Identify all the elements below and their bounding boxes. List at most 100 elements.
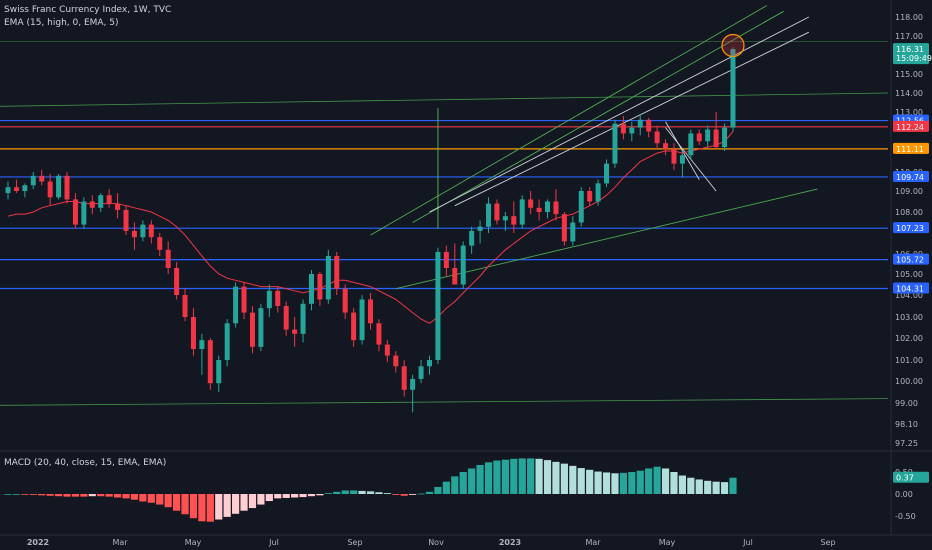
x-tick-label: Mar xyxy=(112,538,128,547)
candle-body xyxy=(376,323,382,345)
macd-bar xyxy=(527,458,535,494)
macd-bar xyxy=(71,494,80,497)
macd-bar xyxy=(232,494,240,514)
x-tick-label: 2022 xyxy=(27,538,49,547)
macd-bar xyxy=(602,472,611,494)
macd-bar xyxy=(130,494,139,500)
candle-body xyxy=(679,155,685,164)
candle-body xyxy=(182,295,188,317)
candle-body xyxy=(401,366,407,390)
candle-body xyxy=(224,323,230,360)
candle-body xyxy=(98,195,104,208)
macd-bar xyxy=(366,491,375,494)
macd-bar xyxy=(341,490,349,494)
macd-bar xyxy=(206,494,214,522)
countdown-label: 15:09:49 xyxy=(896,54,932,63)
macd-bar xyxy=(375,492,383,494)
macd-bar xyxy=(80,494,88,497)
support-line-1 xyxy=(0,398,889,406)
candle-body xyxy=(47,181,53,198)
macd-bar xyxy=(577,468,585,494)
trend-line-3 xyxy=(429,16,810,213)
macd-bar xyxy=(611,473,619,494)
y-tick-label: 117.00 xyxy=(895,32,923,41)
macd-bar xyxy=(198,494,206,522)
highlight-circle xyxy=(721,33,745,58)
candle-body xyxy=(72,199,78,225)
candle-body xyxy=(56,175,62,198)
last-price-label: 116.31 xyxy=(896,45,924,54)
candle-body xyxy=(528,199,534,208)
macd-bar xyxy=(383,493,391,494)
candle-body xyxy=(477,226,483,231)
candle-body xyxy=(199,340,205,349)
y-tick-label: 102.00 xyxy=(895,334,923,343)
candle-body xyxy=(671,149,677,164)
candle-body xyxy=(663,143,669,150)
candle-body xyxy=(325,256,331,300)
macd-bar xyxy=(425,491,434,494)
macd-bar xyxy=(569,465,577,494)
y-tick-label: 100.00 xyxy=(895,377,923,386)
candle-body xyxy=(115,203,121,210)
candle-body xyxy=(511,216,517,225)
macd-bar xyxy=(493,460,501,494)
level-tag xyxy=(893,142,929,154)
macd-bar xyxy=(552,461,560,494)
candle-body xyxy=(578,191,584,223)
candle-body xyxy=(207,340,213,384)
macd-bar xyxy=(156,494,164,505)
candle-body xyxy=(536,207,542,212)
macd-bar xyxy=(316,494,324,496)
macd-bar xyxy=(248,494,257,509)
candle-body xyxy=(435,251,441,360)
candle-body xyxy=(30,175,36,186)
candle-body xyxy=(713,129,719,148)
x-tick-label: May xyxy=(185,538,202,547)
macd-bar xyxy=(501,459,509,494)
x-tick-label: Sep xyxy=(820,538,835,547)
macd-bar xyxy=(535,458,543,494)
candle-body xyxy=(13,187,19,191)
trend-line-5 xyxy=(665,121,700,180)
candle-body xyxy=(612,123,618,164)
y-tick-label: 101.00 xyxy=(895,356,923,365)
candle-body xyxy=(722,127,728,148)
macd-bar xyxy=(63,494,71,497)
macd-bar xyxy=(333,491,341,494)
macd-bar xyxy=(645,468,653,494)
macd-bar xyxy=(189,494,198,519)
y-tick-label: 97.25 xyxy=(895,439,918,448)
y-tick-label: 113.00 xyxy=(895,108,923,117)
candle-body xyxy=(89,201,95,208)
candle-body xyxy=(39,175,45,182)
macd-bar xyxy=(215,494,223,520)
macd-bar xyxy=(147,494,155,503)
macd-bar xyxy=(350,490,358,494)
macd-bar xyxy=(459,472,467,494)
candle-body xyxy=(283,306,289,330)
macd-bar xyxy=(687,477,695,494)
macd-bar xyxy=(678,475,686,494)
level-tag xyxy=(893,282,929,294)
candle-body xyxy=(106,195,112,204)
candle-body xyxy=(317,274,323,300)
candle-body xyxy=(545,201,551,212)
macd-bar xyxy=(712,481,720,494)
candle-body xyxy=(300,303,306,334)
candle-body xyxy=(393,355,399,367)
candle-body xyxy=(216,360,222,384)
y-tick-label: 115.00 xyxy=(895,70,923,79)
macd-bar xyxy=(181,494,189,515)
candle-body xyxy=(637,119,643,128)
y-tick-label: 104.00 xyxy=(895,291,923,300)
x-tick-label: Sep xyxy=(347,538,362,547)
trend-line-4 xyxy=(454,31,810,207)
candle-body xyxy=(688,133,694,156)
candle-body xyxy=(561,214,567,242)
candle-body xyxy=(502,216,508,221)
macd-bar xyxy=(586,469,594,494)
candle-body xyxy=(519,199,525,225)
